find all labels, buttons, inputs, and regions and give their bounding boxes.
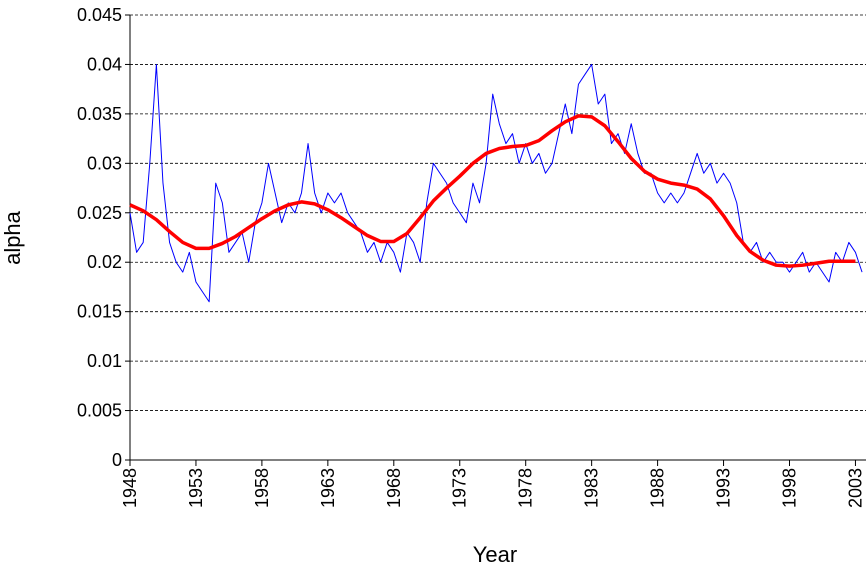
y-tick-label: 0.005 xyxy=(77,401,122,421)
y-tick-label: 0.015 xyxy=(77,302,122,322)
y-tick-label: 0.04 xyxy=(87,54,122,74)
y-tick-label: 0.045 xyxy=(77,5,122,25)
x-tick-label: 1953 xyxy=(186,468,206,508)
x-tick-label: 1998 xyxy=(779,468,799,508)
y-tick-label: 0.02 xyxy=(87,252,122,272)
x-tick-label: 1983 xyxy=(582,468,602,508)
y-tick-label: 0 xyxy=(112,450,122,470)
y-tick-label: 0.025 xyxy=(77,203,122,223)
y-axis-title: alpha xyxy=(0,210,25,265)
x-tick-label: 1978 xyxy=(516,468,536,508)
y-tick-label: 0.035 xyxy=(77,104,122,124)
x-tick-label: 1973 xyxy=(450,468,470,508)
x-tick-label: 2003 xyxy=(845,468,865,508)
series-line xyxy=(129,63,863,303)
x-axis-title: Year xyxy=(473,542,517,567)
x-tick-label: 1993 xyxy=(714,468,734,508)
y-tick-label: 0.01 xyxy=(87,351,122,371)
x-tick-label: 1963 xyxy=(318,468,338,508)
x-tick-label: 1948 xyxy=(120,468,140,508)
x-tick-label: 1958 xyxy=(252,468,272,508)
x-tick-label: 1968 xyxy=(384,468,404,508)
series-line xyxy=(129,114,856,268)
y-tick-label: 0.03 xyxy=(87,153,122,173)
x-tick-label: 1988 xyxy=(648,468,668,508)
